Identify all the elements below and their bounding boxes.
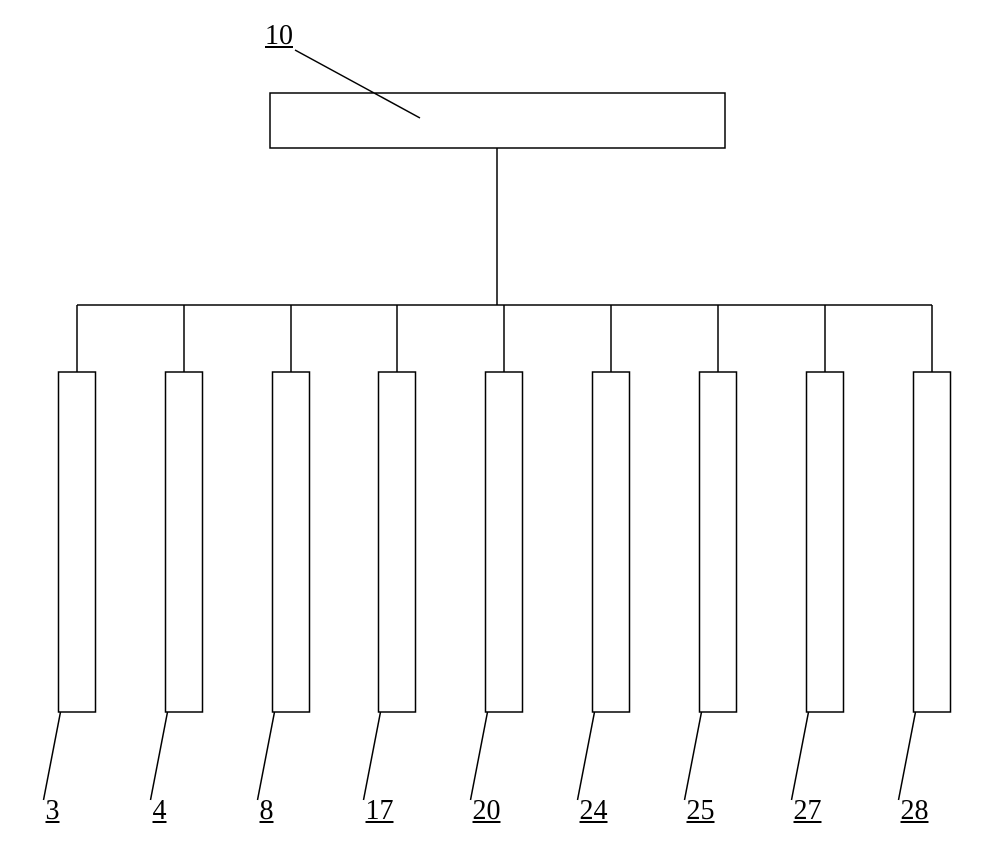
child-box <box>700 372 737 712</box>
child-leader-line <box>471 712 488 800</box>
child-label: 17 <box>366 795 394 827</box>
child-leader-line <box>258 712 275 800</box>
top-leader-line <box>295 50 420 118</box>
child-label: 24 <box>580 795 608 827</box>
child-box <box>807 372 844 712</box>
child-label: 28 <box>901 795 929 827</box>
diagram-container: 3 4 8 17 20 24 25 27 28 10 <box>0 0 1000 866</box>
diagram-svg <box>0 0 1000 866</box>
child-box <box>166 372 203 712</box>
child-leader-line <box>578 712 595 800</box>
child-label: 8 <box>260 795 274 827</box>
child-leader-line <box>899 712 916 800</box>
child-label: 3 <box>46 795 60 827</box>
child-box <box>273 372 310 712</box>
child-leader-line <box>151 712 168 800</box>
child-box <box>59 372 96 712</box>
child-box <box>593 372 630 712</box>
child-leader-line <box>685 712 702 800</box>
child-leader-line <box>792 712 809 800</box>
child-label: 27 <box>794 795 822 827</box>
child-label: 25 <box>687 795 715 827</box>
child-box <box>379 372 416 712</box>
top-box <box>270 93 725 148</box>
top-label: 10 <box>265 20 293 52</box>
child-leader-line <box>364 712 381 800</box>
child-leader-line <box>44 712 61 800</box>
child-box <box>486 372 523 712</box>
child-box <box>914 372 951 712</box>
child-label: 4 <box>153 795 167 827</box>
child-label: 20 <box>473 795 501 827</box>
